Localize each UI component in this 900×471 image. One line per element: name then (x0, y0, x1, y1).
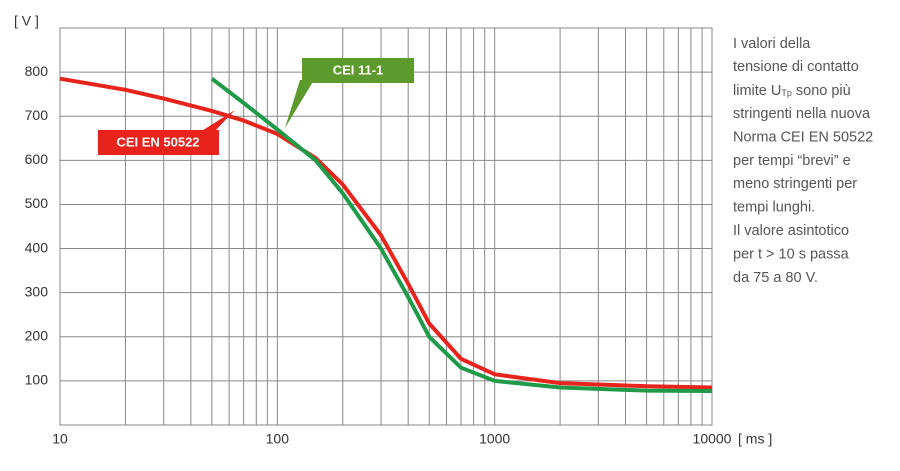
note-line: meno stringenti per (733, 176, 857, 192)
y-tick-label: 600 (25, 151, 49, 167)
y-tick-label: 800 (25, 63, 49, 79)
x-tick-label: 1000 (479, 431, 510, 447)
x-axis-label: [ ms ] (738, 431, 772, 447)
y-tick-label: 500 (25, 195, 49, 211)
y-tick-label: 100 (25, 372, 49, 388)
legend-label: CEI 11-1 (333, 62, 384, 77)
legend-box (302, 58, 414, 83)
note-line: stringenti nella nuova (733, 106, 871, 122)
note-line: tempi lunghi. (733, 200, 815, 216)
legend-box (98, 130, 219, 155)
x-tick-label: 10 (52, 431, 68, 447)
note-text: limite U (733, 83, 781, 99)
note-line: per tempi “brevi” e (733, 153, 851, 169)
y-axis-label: [ V ] (14, 13, 39, 29)
series-line (210, 77, 713, 393)
note-line: tensione di contatto (733, 59, 859, 75)
plot-frame (59, 27, 713, 426)
lines (59, 76, 713, 393)
note-line: I valori della (733, 36, 811, 52)
series-line (59, 76, 713, 390)
y-tick-label: 300 (25, 283, 49, 299)
pointer (285, 80, 314, 128)
note-line: da 75 a 80 V. (733, 270, 818, 286)
note: I valori della tensione di contatto limite… (733, 36, 873, 286)
note-text: sono più (792, 83, 851, 99)
note-text: Tp (781, 88, 792, 98)
legend-label: CEI EN 50522 (116, 134, 199, 149)
note-line: per t > 10 s passa (733, 246, 850, 262)
x-tick-label: 10000 (693, 431, 732, 447)
pointer (200, 110, 235, 132)
note-line: Il valore asintotico (733, 223, 849, 239)
y-tick-label: 400 (25, 239, 49, 255)
y-tick-label: 200 (25, 327, 49, 343)
note-line: Norma CEI EN 50522 (733, 129, 873, 145)
note-line: limite UTp sono più (733, 83, 851, 99)
x-tick-label: 100 (266, 431, 290, 447)
y-tick-label: 700 (25, 107, 49, 123)
